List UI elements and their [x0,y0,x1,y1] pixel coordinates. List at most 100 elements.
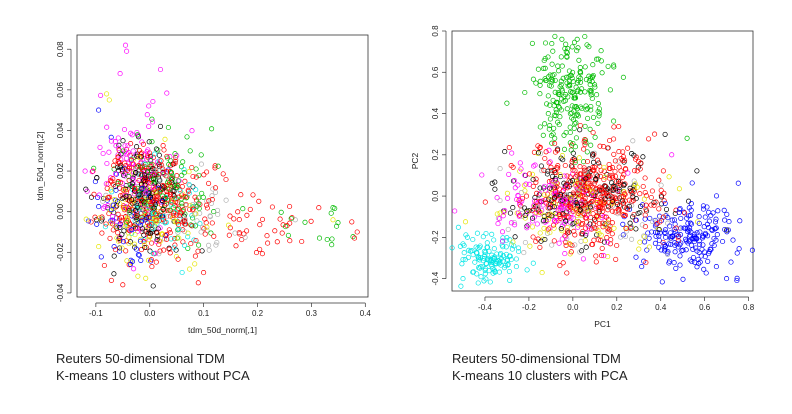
data-point [577,127,583,133]
data-point [500,244,506,250]
data-point [583,103,589,109]
data-point [579,86,585,92]
data-point [329,242,335,248]
data-point [533,176,539,182]
data-point [550,48,556,54]
data-point [302,219,308,225]
data-point [117,237,123,244]
data-point [551,195,557,201]
data-point [660,168,666,174]
data-point [495,221,501,227]
data-point [587,221,593,227]
data-point [115,179,121,185]
data-point [671,260,677,266]
data-point [192,253,198,259]
data-point [564,230,570,236]
data-point [141,191,147,197]
data-point [110,182,117,188]
data-point [570,89,576,95]
data-point [173,253,179,260]
data-point [521,250,527,256]
data-point [652,131,658,137]
data-point [620,221,626,227]
data-point [545,74,552,80]
data-point [542,65,548,71]
data-point [126,234,132,240]
data-point [656,227,662,233]
data-point [145,220,151,226]
data-point [561,185,567,191]
data-point [669,233,675,239]
data-point [151,177,157,183]
data-point [583,107,589,113]
data-point [200,194,206,200]
data-point [575,218,581,224]
data-point [646,235,652,241]
data-point [279,230,285,236]
data-point [569,164,575,170]
data-point [142,217,148,223]
data-point [139,226,146,232]
data-point [537,82,543,88]
data-point [693,236,700,242]
data-point [674,241,680,247]
data-point [182,242,188,248]
data-point [144,153,151,159]
data-point [158,158,164,164]
data-point [637,239,643,245]
data-point [615,178,622,184]
data-point [223,197,229,203]
data-point [604,235,610,241]
data-point [559,153,565,159]
data-point [100,205,106,211]
data-point [556,240,562,246]
data-point [257,246,263,252]
data-point [572,168,578,174]
data-point [474,271,480,277]
data-point [165,214,171,220]
data-point [117,71,123,77]
data-point [563,74,569,80]
caption-line-1: Reuters 50-dimensional TDM [452,351,621,366]
data-point [559,197,565,203]
data-point [547,116,553,122]
data-point [146,123,152,129]
data-point [330,217,336,223]
data-point [212,185,219,191]
data-point [623,225,629,231]
data-point [135,273,141,279]
data-point [150,251,156,257]
data-point [328,210,334,216]
data-point [706,218,712,224]
data-point [676,233,682,239]
data-point [102,204,108,210]
data-point [324,236,330,243]
data-point [202,231,208,237]
data-point [154,230,160,236]
data-point [127,198,133,204]
data-point [589,95,595,102]
data-point [465,254,471,260]
data-point [316,205,322,211]
data-point [662,227,668,233]
data-point [209,126,215,132]
data-point [511,177,517,184]
data-point [149,240,155,246]
data-point [104,160,110,167]
data-point [135,132,141,138]
data-point [129,258,136,264]
data-point [598,253,605,259]
data-point [641,196,647,202]
data-point [189,223,195,229]
data-point [624,228,630,234]
data-point [143,161,149,167]
data-point [172,242,178,248]
data-point [478,274,484,280]
data-point [596,113,602,119]
y-tick-label: -0.04 [56,283,65,302]
data-point [622,157,628,163]
data-point [146,214,152,220]
data-point [707,246,713,252]
data-point [562,251,568,257]
x-tick-label: 0.3 [306,309,318,318]
